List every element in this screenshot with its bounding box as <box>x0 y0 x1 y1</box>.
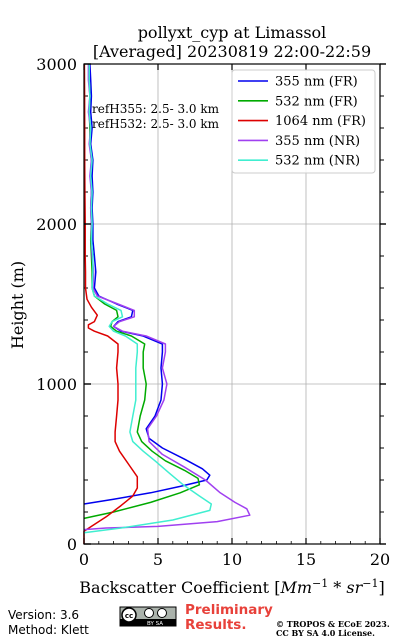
x-tick-label: 5 <box>153 550 163 569</box>
legend-label-355-nm-nr: 355 nm (NR) <box>275 134 360 149</box>
series-line-355-nm-nr <box>83 64 251 531</box>
cc-logo-icon <box>121 607 137 623</box>
x-axis-label-prefix: Backscatter Coefficient [ <box>79 578 280 597</box>
legend-label-1064-nm-fr: 1064 nm (FR) <box>275 114 366 129</box>
series-line-1064-nm-fr <box>83 63 139 544</box>
chart-subtitle: [Averaged] 20230819 22:00-22:59 <box>93 42 371 61</box>
version-text: Version: 3.6 <box>8 608 79 622</box>
series-lines <box>83 63 251 544</box>
x-tick-label: 10 <box>222 550 242 569</box>
series-line-532-nm-nr <box>83 64 213 534</box>
cc-badge-label: BY SA <box>147 621 163 627</box>
x-axis-label: Backscatter Coefficient [Mm−1 * sr−1] <box>79 577 384 597</box>
y-tick-label: 1000 <box>36 375 77 394</box>
legend-label-532-nm-fr: 532 nm (FR) <box>275 94 358 109</box>
method-text: Method: Klett <box>8 623 89 637</box>
cc-logo-letters: cc <box>125 612 133 620</box>
x-tick-label: 0 <box>79 550 89 569</box>
by-attribution-icon <box>144 608 154 618</box>
annotation-refh532: refH532: 2.5- 3.0 km <box>92 117 220 131</box>
preliminary-line1: Preliminary <box>185 602 273 618</box>
x-tick-label: 15 <box>296 550 316 569</box>
x-axis-label-exp-b: −1 <box>362 577 378 590</box>
y-tick-label: 0 <box>67 535 77 554</box>
y-tick-label: 3000 <box>36 55 77 74</box>
annotation-refh355: refH355: 2.5- 3.0 km <box>92 102 220 116</box>
major-ticks <box>83 63 386 545</box>
sa-sharealike-icon <box>157 608 167 618</box>
legend-label-532-nm-nr: 532 nm (NR) <box>275 154 360 169</box>
y-tick-label: 2000 <box>36 215 77 234</box>
x-axis-label-exp-a: −1 <box>312 577 328 590</box>
preliminary-line2: Results. <box>185 617 246 633</box>
x-tick-label: 20 <box>370 550 390 569</box>
x-axis-label-unit-b: sr <box>346 578 363 597</box>
cc-license-badge[interactable]: cc BY SA <box>119 606 177 627</box>
copyright-line1: © TROPOS & ECoE 2023. <box>276 619 390 629</box>
y-axis-label: Height (m) <box>8 261 27 349</box>
x-axis-label-suffix: ] <box>378 578 384 597</box>
legend-box <box>231 69 376 174</box>
chart-title: pollyxt_cyp at Limassol <box>138 23 327 42</box>
legend: 355 nm (FR) 532 nm (FR) 1064 nm (FR) 355 nm… <box>231 69 376 174</box>
x-axis-label-unit-a: Mm <box>279 578 312 597</box>
cc-badge-strip <box>120 619 176 626</box>
x-tick-labels: 0 5 10 15 20 <box>79 550 390 569</box>
copyright-line2: CC BY SA 4.0 License. <box>276 628 375 638</box>
y-tick-labels: 0 1000 2000 3000 <box>36 55 77 554</box>
x-axis-label-mid: * <box>328 578 346 597</box>
legend-label-355-nm-fr: 355 nm (FR) <box>275 75 358 90</box>
